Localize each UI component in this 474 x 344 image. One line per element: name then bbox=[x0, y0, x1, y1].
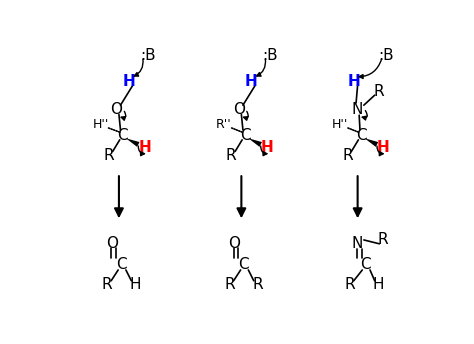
Text: R: R bbox=[378, 233, 389, 247]
Text: H'': H'' bbox=[332, 118, 348, 131]
Text: :B: :B bbox=[262, 47, 278, 63]
Text: C: C bbox=[116, 257, 127, 272]
Polygon shape bbox=[365, 138, 378, 147]
Text: C: C bbox=[240, 128, 251, 143]
Text: R: R bbox=[224, 277, 235, 292]
Text: R: R bbox=[345, 277, 355, 292]
Text: H: H bbox=[123, 74, 136, 89]
Text: R: R bbox=[226, 148, 237, 163]
Text: R: R bbox=[103, 148, 114, 163]
Text: C: C bbox=[238, 257, 249, 272]
Text: :B: :B bbox=[378, 47, 394, 63]
Text: R: R bbox=[252, 277, 263, 292]
Text: R: R bbox=[373, 84, 384, 99]
Text: N: N bbox=[352, 236, 363, 250]
Text: C: C bbox=[118, 128, 128, 143]
Text: H: H bbox=[377, 140, 390, 155]
Text: C: C bbox=[360, 257, 371, 272]
Text: H: H bbox=[129, 277, 141, 292]
Text: H: H bbox=[373, 277, 384, 292]
Text: H: H bbox=[245, 74, 258, 89]
Text: N: N bbox=[352, 101, 363, 117]
Text: H: H bbox=[347, 74, 360, 89]
Text: C: C bbox=[356, 128, 367, 143]
Text: R'': R'' bbox=[216, 118, 231, 131]
Text: R: R bbox=[342, 148, 353, 163]
Polygon shape bbox=[248, 138, 262, 147]
Text: H: H bbox=[138, 140, 151, 155]
Text: H: H bbox=[261, 140, 273, 155]
Text: H'': H'' bbox=[93, 118, 109, 131]
Text: O: O bbox=[228, 236, 240, 250]
Text: R: R bbox=[102, 277, 113, 292]
Text: :B: :B bbox=[140, 47, 155, 63]
Polygon shape bbox=[126, 138, 139, 147]
Text: O: O bbox=[110, 101, 123, 117]
Text: O: O bbox=[106, 236, 118, 250]
Text: O: O bbox=[233, 101, 245, 117]
